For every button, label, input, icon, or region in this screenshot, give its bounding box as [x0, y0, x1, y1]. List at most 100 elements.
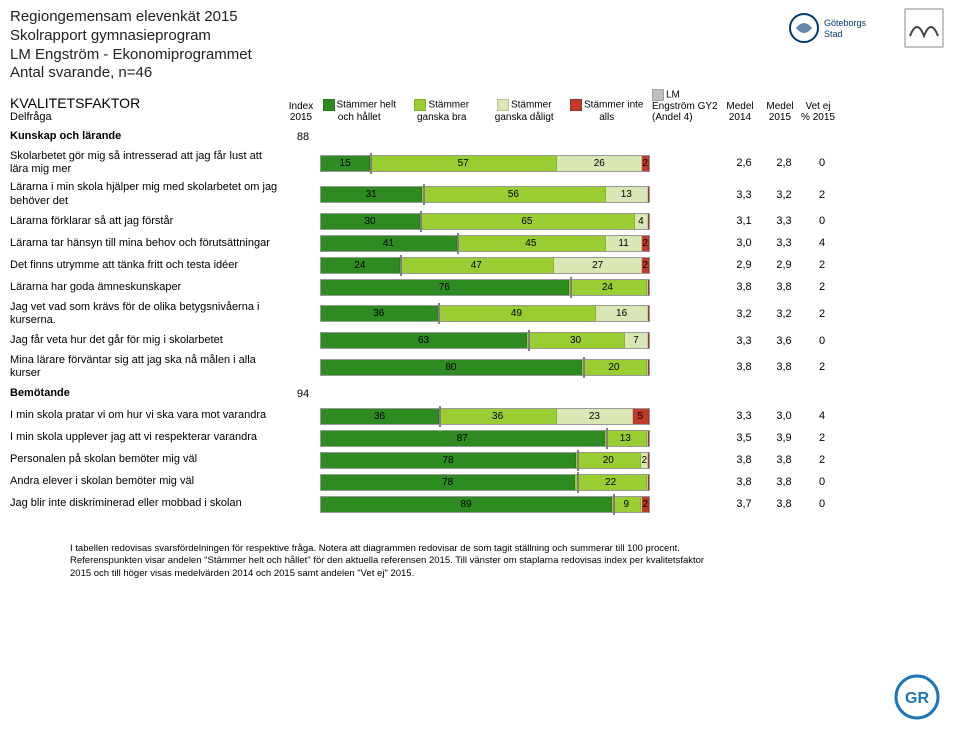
bar-segment: 13 — [605, 431, 647, 446]
question-row: Lärarna har goda ämneskunskaper7624003,8… — [10, 279, 950, 296]
vet-ej: 2 — [804, 432, 840, 444]
col-chart-legend: Stämmer helt och hållet Stämmer ganska b… — [318, 99, 648, 123]
question-row: I min skola upplever jag att vi respekte… — [10, 430, 950, 447]
vet-ej: 2 — [804, 281, 840, 293]
stacked-bar: 633070 — [320, 332, 650, 349]
medel-2015: 2,9 — [764, 259, 804, 271]
secondary-logo — [904, 8, 944, 48]
question-row: Jag vet vad som krävs för de olika betyg… — [10, 301, 950, 327]
question-text: Skolarbetet gör mig så intresserad att j… — [10, 150, 286, 176]
medel-2015: 3,8 — [764, 281, 804, 293]
factor-title: Bemötande — [10, 387, 286, 400]
question-row: Lärarna förklarar så att jag förstår 3065… — [10, 213, 950, 230]
medel-2014: 3,5 — [724, 432, 764, 444]
vet-ej: 4 — [804, 237, 840, 249]
question-row: Personalen på skolan bemöter mig väl7820… — [10, 452, 950, 469]
footer-l1: I tabellen redovisas svarsfördelningen f… — [70, 543, 830, 556]
reference-line — [577, 472, 579, 493]
gr-logo: GR — [894, 674, 940, 723]
bar-segment: 41 — [321, 236, 457, 251]
bar-segment: 16 — [596, 306, 648, 321]
question-row: Skolarbetet gör mig så intresserad att j… — [10, 150, 950, 176]
bar-segment: 7 — [625, 333, 648, 348]
medel-2015: 3,8 — [764, 498, 804, 510]
bar-segment: 57 — [370, 156, 557, 171]
bar-segment: 0 — [648, 475, 649, 490]
bar-segment: 80 — [321, 360, 582, 375]
vet-ej: 0 — [804, 498, 840, 510]
vet-ej: 0 — [804, 335, 840, 347]
reference-line — [528, 330, 530, 351]
bar-segment: 27 — [554, 258, 643, 273]
stacked-bar: 762400 — [320, 279, 650, 296]
bar-segment: 87 — [321, 431, 605, 446]
svg-text:Göteborgs: Göteborgs — [824, 18, 867, 28]
reference-line — [457, 233, 459, 254]
vet-ej: 2 — [804, 259, 840, 271]
medel-2015: 3,0 — [764, 410, 804, 422]
factor-index: 94 — [286, 388, 320, 400]
col-delfraga: Delfråga — [10, 111, 280, 123]
question-text: I min skola upplever jag att vi respekte… — [10, 431, 286, 444]
bar-segment: 30 — [527, 333, 625, 348]
question-row: Lärarna i min skola hjälper mig med skol… — [10, 181, 950, 207]
stacked-bar: 802000 — [320, 359, 650, 376]
medel-2015: 3,3 — [764, 237, 804, 249]
goteborg-logo: Göteborgs Stad — [786, 8, 886, 48]
col-kvalitet: KVALITETSFAKTOR — [10, 95, 280, 111]
vet-ej: 0 — [804, 476, 840, 488]
bar-segment: 24 — [569, 280, 647, 295]
question-text: Jag vet vad som krävs för de olika betyg… — [10, 301, 286, 327]
stacked-bar: 2447272 — [320, 257, 650, 274]
medel-2014: 3,2 — [724, 308, 764, 320]
bar-segment: 36 — [439, 409, 557, 424]
col-m14: Medel 2014 — [720, 101, 760, 123]
sections-container: Kunskap och lärande88 Skolarbetet gör mig… — [10, 128, 950, 513]
svg-text:GR: GR — [905, 690, 929, 707]
footer-l3: 2015 och till höger visas medelvärden 20… — [70, 568, 830, 581]
bar-segment: 78 — [321, 475, 575, 490]
question-text: Lärarna i min skola hjälper mig med skol… — [10, 181, 286, 207]
bar-segment: 31 — [321, 187, 422, 202]
vet-ej: 4 — [804, 410, 840, 422]
question-text: I min skola pratar vi om hur vi ska vara… — [10, 409, 286, 422]
medel-2015: 3,8 — [764, 454, 804, 466]
factor-row: Kunskap och lärande88 — [10, 128, 950, 145]
bar-segment: 2 — [642, 497, 649, 512]
bar-segment: 15 — [321, 156, 370, 171]
bar-segment: 47 — [400, 258, 554, 273]
medel-2015: 3,9 — [764, 432, 804, 444]
bar-segment: 0 — [648, 333, 649, 348]
reference-line — [423, 184, 425, 205]
medel-2015: 2,8 — [764, 157, 804, 169]
medel-2014: 3,1 — [724, 215, 764, 227]
bar-segment: 0 — [648, 306, 649, 321]
reference-line — [400, 255, 402, 276]
medel-2014: 3,3 — [724, 410, 764, 422]
reference-line — [420, 211, 422, 232]
medel-2015: 3,8 — [764, 361, 804, 373]
bar-segment: 4 — [635, 214, 648, 229]
stacked-bar: 3156130 — [320, 186, 650, 203]
factor-title: Kunskap och lärande — [10, 130, 286, 143]
bar-segment: 26 — [557, 156, 642, 171]
reference-line — [438, 303, 440, 324]
stacked-bar: 4145112 — [320, 235, 650, 252]
bar-segment: 56 — [422, 187, 605, 202]
bar-segment: 20 — [576, 453, 641, 468]
medel-2015: 3,6 — [764, 335, 804, 347]
bar-segment: 11 — [606, 236, 642, 251]
vet-ej: 0 — [804, 157, 840, 169]
stacked-bar: 306540 — [320, 213, 650, 230]
vet-ej: 2 — [804, 189, 840, 201]
header-line-4: Antal svarande, n=46 — [10, 64, 950, 83]
reference-line — [577, 450, 579, 471]
vet-ej: 2 — [804, 454, 840, 466]
bar-segment: 0 — [648, 453, 649, 468]
reference-line — [570, 277, 572, 298]
bar-segment: 65 — [420, 214, 635, 229]
question-text: Lärarna förklarar så att jag förstår — [10, 215, 286, 228]
bar-segment: 24 — [321, 258, 400, 273]
question-text: Personalen på skolan bemöter mig väl — [10, 453, 286, 466]
vet-ej: 0 — [804, 215, 840, 227]
